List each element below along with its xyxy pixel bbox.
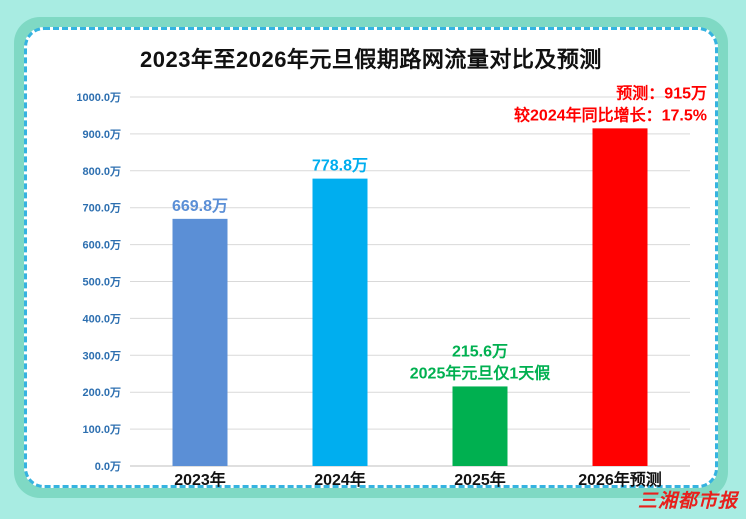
x-tick-label: 2024年 — [314, 470, 366, 489]
y-tick-label: 100.0万 — [82, 423, 121, 436]
y-tick-label: 200.0万 — [82, 386, 121, 399]
x-tick-label: 2026年预测 — [578, 470, 662, 489]
data-label: 669.8万 — [172, 198, 228, 215]
data-label: 2025年元旦仅1天假 — [410, 363, 551, 382]
bar — [172, 218, 228, 466]
y-tick-label: 800.0万 — [82, 165, 121, 178]
data-label: 预测：915万 — [616, 83, 707, 102]
data-label: 215.6万 — [452, 343, 508, 360]
x-tick-label: 2023年 — [174, 470, 226, 489]
y-tick-label: 400.0万 — [82, 312, 121, 325]
bar — [452, 386, 508, 466]
y-tick-label: 0.0万 — [95, 460, 121, 473]
bar — [312, 178, 368, 466]
y-tick-label: 1000.0万 — [76, 91, 121, 104]
brand-logo: 三湘都市报 — [637, 491, 738, 512]
chart-title: 2023年至2026年元旦假期路网流量对比及预测 — [140, 47, 602, 72]
y-tick-label: 900.0万 — [82, 128, 121, 141]
bar — [592, 128, 648, 467]
y-tick-label: 300.0万 — [82, 349, 121, 362]
y-tick-label: 700.0万 — [82, 202, 121, 215]
y-tick-label: 500.0万 — [82, 276, 121, 289]
y-tick-label: 600.0万 — [82, 239, 121, 252]
data-label: 较2024年同比增长：17.5% — [514, 105, 707, 124]
data-label: 778.8万 — [312, 158, 368, 175]
x-tick-label: 2025年 — [454, 470, 506, 489]
